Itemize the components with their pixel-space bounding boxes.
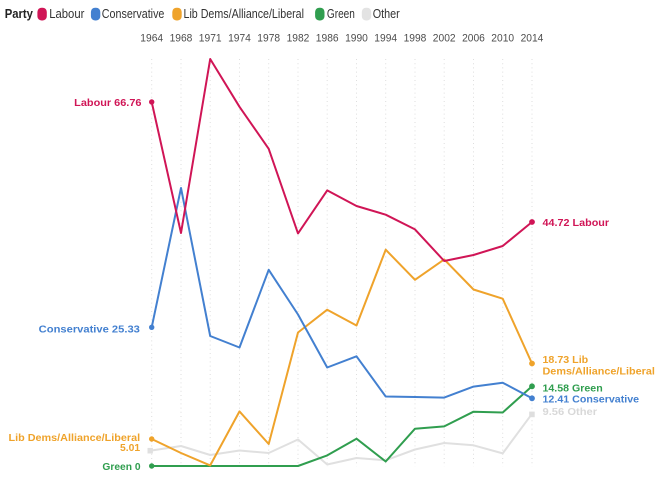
svg-text:Other: Other — [373, 6, 401, 21]
svg-text:2006: 2006 — [462, 33, 485, 45]
svg-text:2010: 2010 — [491, 33, 514, 45]
svg-text:Labour 66.76: Labour 66.76 — [74, 98, 142, 109]
svg-text:Lib Dems/Alliance/Liberal: Lib Dems/Alliance/Liberal — [184, 6, 305, 21]
svg-text:9.56 Other: 9.56 Other — [543, 407, 598, 418]
svg-text:1982: 1982 — [287, 33, 310, 45]
svg-text:18.73 Lib: 18.73 Lib — [543, 355, 589, 366]
svg-text:Party: Party — [5, 6, 34, 21]
svg-text:Green: Green — [327, 6, 355, 21]
svg-text:2014: 2014 — [521, 33, 544, 45]
svg-text:1994: 1994 — [374, 33, 397, 45]
svg-text:Conservative 25.33: Conservative 25.33 — [39, 324, 141, 335]
svg-text:1990: 1990 — [345, 33, 368, 45]
svg-text:1964: 1964 — [140, 33, 163, 45]
svg-text:44.72 Labour: 44.72 Labour — [543, 218, 610, 229]
svg-text:1986: 1986 — [316, 33, 339, 45]
svg-text:Dems/Alliance/Liberal: Dems/Alliance/Liberal — [543, 367, 656, 378]
svg-text:12.41 Conservative: 12.41 Conservative — [543, 394, 640, 405]
svg-text:Labour: Labour — [49, 6, 85, 21]
svg-text:1974: 1974 — [228, 33, 251, 45]
svg-text:Lib Dems/Alliance/Liberal: Lib Dems/Alliance/Liberal — [9, 433, 141, 444]
svg-text:1968: 1968 — [170, 33, 193, 45]
svg-text:Green 0: Green 0 — [102, 462, 141, 473]
svg-text:Conservative: Conservative — [102, 6, 165, 21]
svg-text:5.01: 5.01 — [120, 443, 141, 454]
svg-text:14.58 Green: 14.58 Green — [543, 383, 603, 394]
svg-text:1971: 1971 — [199, 33, 222, 45]
svg-text:1978: 1978 — [257, 33, 280, 45]
svg-text:1998: 1998 — [404, 33, 427, 45]
svg-text:2002: 2002 — [433, 33, 456, 45]
